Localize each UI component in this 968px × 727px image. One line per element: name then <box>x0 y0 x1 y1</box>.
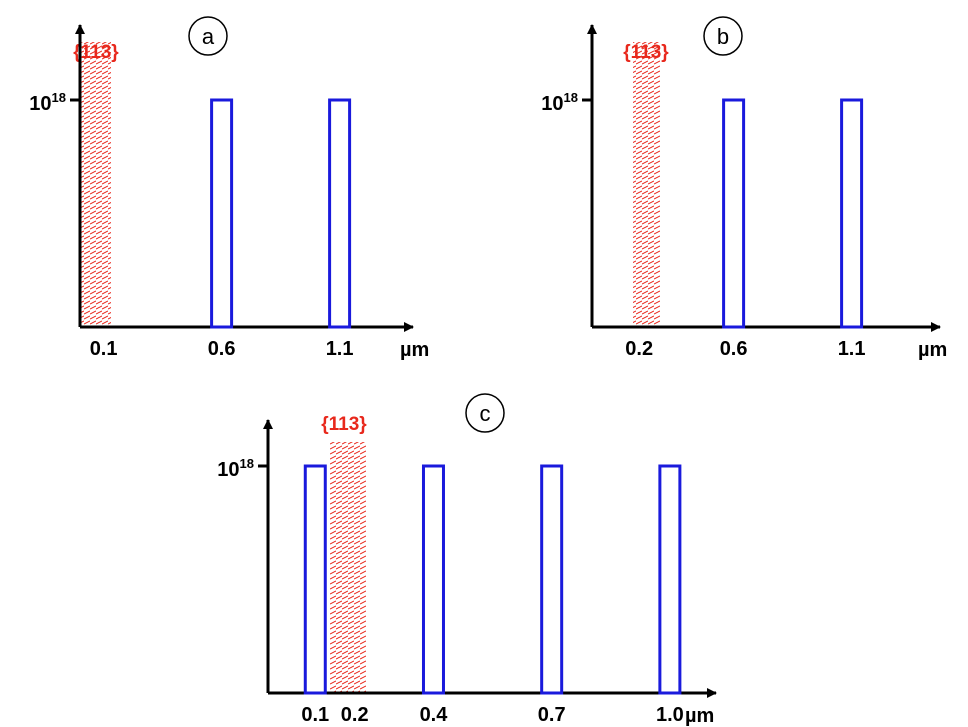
y-label-exponent: 18 <box>240 456 254 471</box>
panel-letter: b <box>717 24 729 49</box>
x-tick-label: 0.6 <box>720 338 748 360</box>
defect-label: {113} <box>623 42 669 63</box>
defect-label: {113} <box>73 42 119 63</box>
panel-letter-badge: b <box>703 16 743 56</box>
y-label-base: 10 <box>541 93 563 115</box>
peak-box <box>722 98 746 329</box>
x-tick-labels: 0.2 0.6 1.1 <box>625 338 865 360</box>
defect-hatch <box>81 42 111 327</box>
x-tick-label: 0.1 <box>301 704 329 726</box>
x-unit-label: µm <box>685 705 714 727</box>
x-tick-label: 0.2 <box>625 338 653 360</box>
defect-label: {113} <box>321 414 367 435</box>
defect-hatch <box>633 42 660 327</box>
x-tick-label: 1.1 <box>838 338 866 360</box>
x-unit-label: µm <box>400 339 429 361</box>
y-axis-label: 1018 <box>541 90 578 115</box>
panel-letter-circle <box>703 16 743 56</box>
x-tick-label: 0.4 <box>420 704 449 726</box>
x-tick-label: 0.7 <box>538 704 566 726</box>
x-tick-label: 0.6 <box>208 338 236 360</box>
x-tick-label: 0.2 <box>341 704 369 726</box>
peak-box <box>210 98 234 329</box>
x-tick-label: 1.0 <box>656 704 684 726</box>
peak-box <box>540 464 564 695</box>
peak-box <box>328 98 352 329</box>
x-tick-labels: 0.1 0.2 0.4 0.7 1.0 <box>301 704 683 726</box>
panel-letter-circle <box>188 16 228 56</box>
x-unit-label: µm <box>918 339 947 361</box>
peaks <box>722 98 864 329</box>
defect-region: {113} <box>73 42 119 327</box>
peak-box <box>658 464 682 695</box>
x-tick-label: 0.1 <box>90 338 118 360</box>
peaks <box>210 98 352 329</box>
y-label-exponent: 18 <box>52 90 66 105</box>
x-tick-label: 1.1 <box>326 338 354 360</box>
panel-b: {113} 1018 0.2 0.6 1.1 µm b <box>541 16 947 361</box>
y-axis-label: 1018 <box>217 456 254 481</box>
peak-box <box>840 98 864 329</box>
defect-region: {113} <box>623 42 669 327</box>
peaks <box>303 464 682 695</box>
panel-letter: a <box>202 24 215 49</box>
peak-box <box>303 464 327 695</box>
peak-box <box>421 464 445 695</box>
defect-hatch <box>330 442 366 693</box>
panel-c: {113} 1018 0.1 0.2 0.4 0.7 1.0 µm c <box>217 393 717 727</box>
y-label-base: 10 <box>29 93 51 115</box>
panel-letter-circle <box>465 393 505 433</box>
panel-letter: c <box>480 401 491 426</box>
panel-letter-badge: c <box>465 393 505 433</box>
defect-region: {113} <box>321 414 367 693</box>
panel-a: {113} 1018 0.1 0.6 1.1 µm a <box>29 16 429 361</box>
x-tick-labels: 0.1 0.6 1.1 <box>90 338 354 360</box>
y-axis-label: 1018 <box>29 90 66 115</box>
y-label-base: 10 <box>217 459 239 481</box>
panel-letter-badge: a <box>188 16 228 56</box>
y-label-exponent: 18 <box>564 90 578 105</box>
